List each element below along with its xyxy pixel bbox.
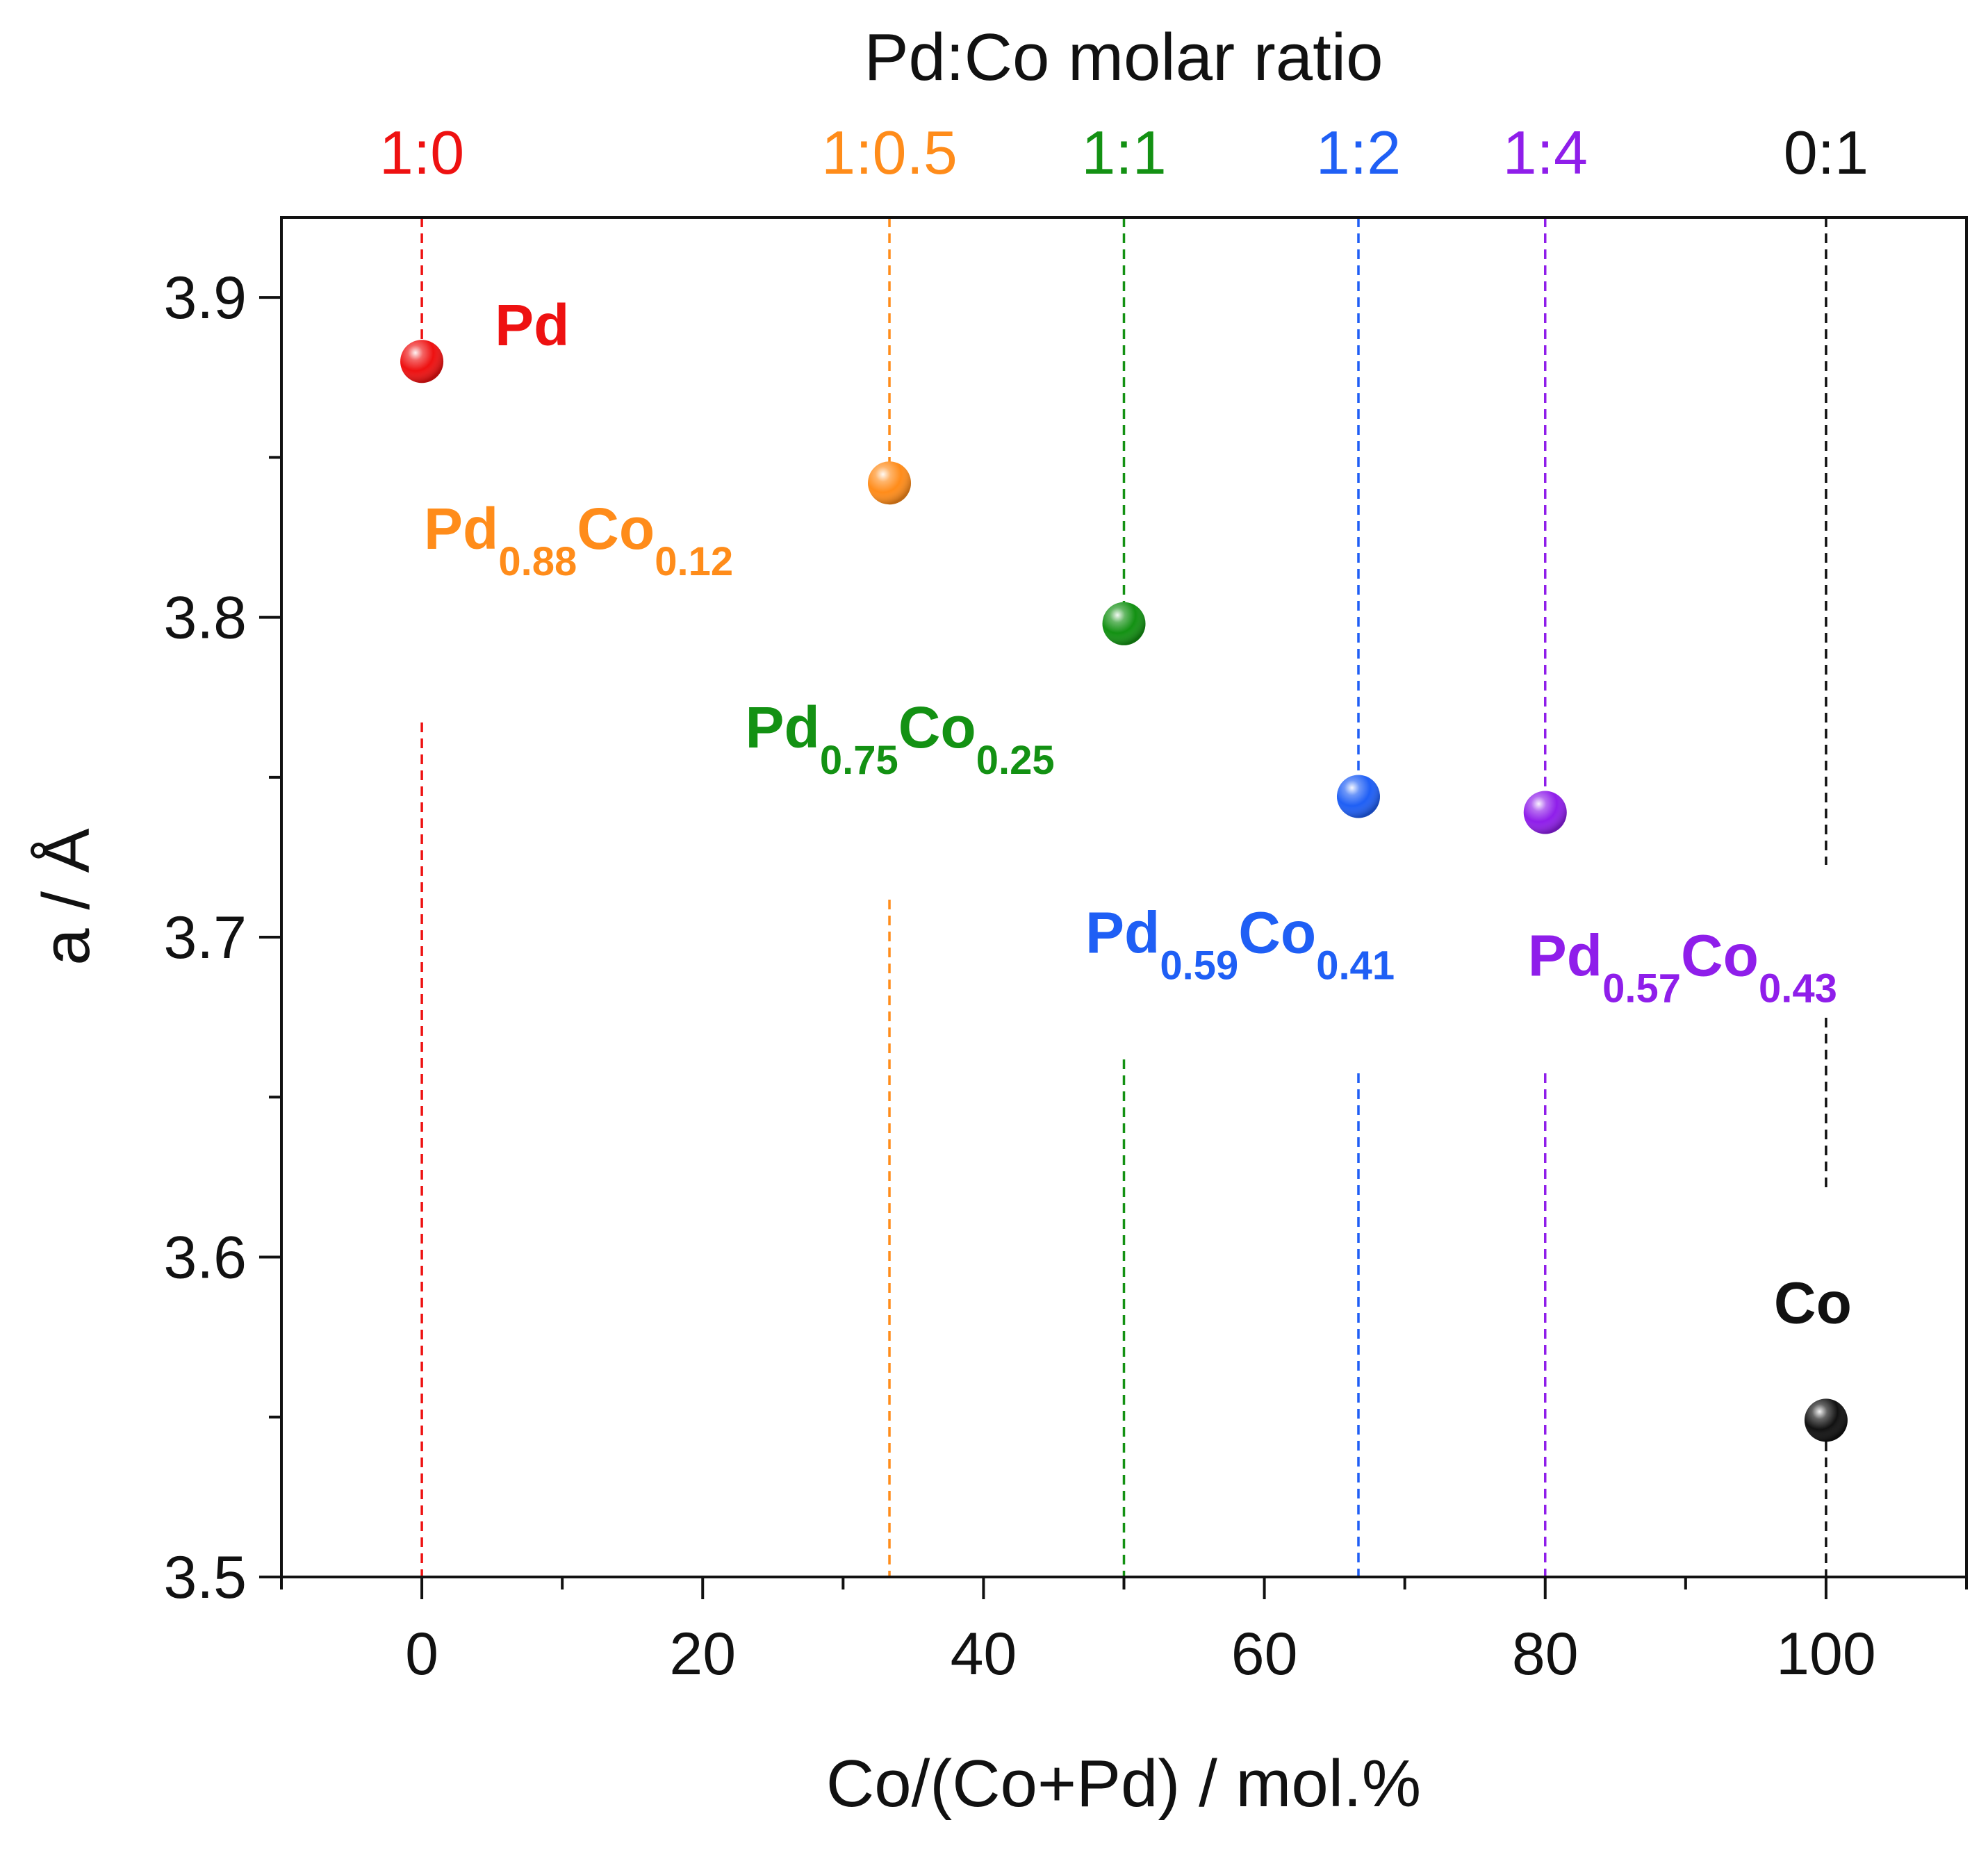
sample-label-4-main1: Pd [1528,923,1602,988]
data-point-shine-2 [1102,602,1146,645]
x-axis-title: Co/(Co+Pd) / mol.% [826,1746,1421,1821]
sample-label-1-sub2: 0.12 [655,539,733,584]
sample-label-1: Pd0.88Co0.12 [424,496,733,584]
sample-label-4: Pd0.57Co0.43 [1528,923,1837,1011]
data-point-shine-1 [868,461,912,505]
sample-label-2-sub2: 0.25 [976,738,1055,783]
sample-label-2-main1: Pd [746,695,820,760]
sample-label-1-sub1: 0.88 [498,539,577,584]
axis-ticks: 0 20 40 60 80 100 3.5 3.6 3.7 3.8 3.9 [163,265,1968,1687]
x-tick-label-2: 40 [951,1621,1017,1687]
ratio-label-2: 1:1 [1081,118,1166,187]
sample-label-1-main1: Pd [424,496,498,561]
y-axis-title: a / Å [29,828,104,965]
x-tick-label-5: 100 [1776,1621,1876,1687]
y-tick-label-3: 3.8 [163,585,247,652]
x-tick-label-3: 60 [1231,1621,1298,1687]
y-tick-label-1: 3.6 [163,1225,247,1291]
data-point-shine-3 [1336,775,1380,818]
sample-label-2-sub1: 0.75 [820,738,898,783]
sample-label-0: Pd [495,292,569,358]
ratio-label-5: 0:1 [1784,118,1868,187]
ratio-labels: 1:0 1:0.5 1:1 1:2 1:4 0:1 [379,118,1868,187]
plot-frame [280,216,1968,1578]
x-tick-label-1: 20 [669,1621,736,1687]
data-point-shine-0 [400,340,444,383]
data-point-shine-5 [1804,1398,1848,1442]
ratio-guide-lines [420,217,1827,1577]
x-tick-label-0: 0 [405,1621,438,1687]
top-axis-title: Pd:Co molar ratio [864,20,1383,94]
x-tick-label-4: 80 [1512,1621,1579,1687]
data-point-shine-4 [1523,791,1567,834]
sample-label-0-main1: Pd [495,292,569,358]
sample-label-5: Co [1774,1270,1852,1335]
sample-label-1-main2: Co [577,496,655,561]
y-tick-label-0: 3.5 [163,1544,247,1611]
sample-label-5-main1: Co [1774,1270,1852,1335]
sample-label-4-sub1: 0.57 [1602,966,1681,1011]
sample-label-3-sub2: 0.41 [1316,943,1395,988]
ratio-label-0: 1:0 [379,118,464,187]
sample-label-3-sub1: 0.59 [1160,943,1238,988]
sample-label-4-sub2: 0.43 [1759,966,1837,1011]
sample-label-2-main2: Co [898,695,976,760]
sample-label-3: Pd0.59Co0.41 [1085,900,1395,988]
sample-label-2: Pd0.75Co0.25 [746,695,1055,783]
ratio-label-4: 1:4 [1503,118,1588,187]
sample-label-3-main1: Pd [1085,900,1160,965]
y-tick-label-4: 3.9 [163,265,247,331]
sample-label-4-main2: Co [1681,923,1759,988]
data-points [400,340,1848,1442]
sample-label-3-main2: Co [1238,900,1316,965]
ratio-label-1: 1:0.5 [821,118,958,187]
ratio-label-3: 1:2 [1316,118,1401,187]
y-tick-label-2: 3.7 [163,905,247,971]
